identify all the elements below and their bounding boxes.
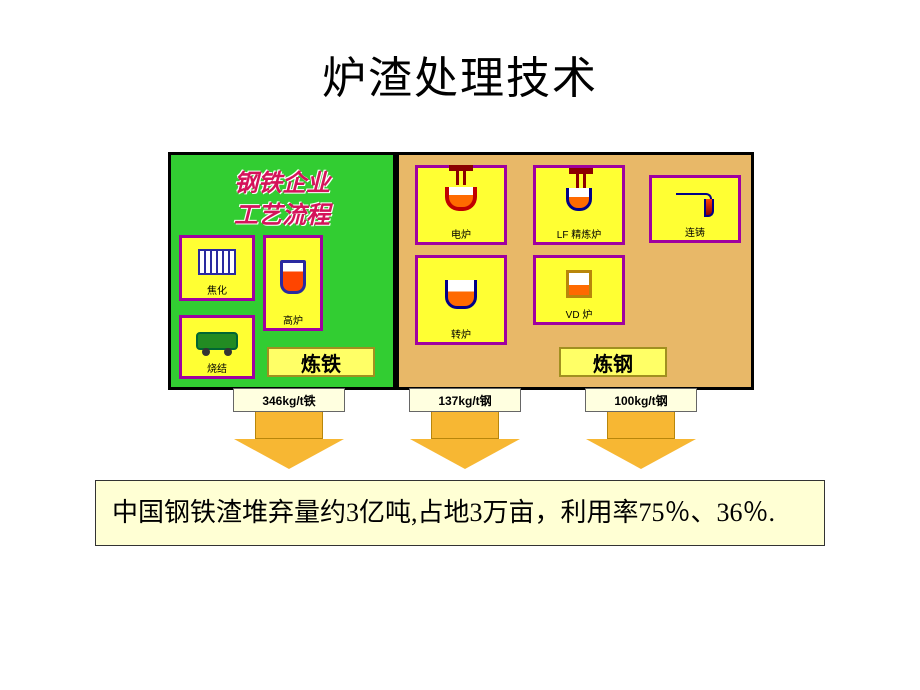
process-caster: 连铸 — [649, 175, 741, 243]
vd-icon — [540, 262, 618, 306]
process-sinter-label: 烧结 — [182, 363, 252, 376]
left-panel-title-1: 钢铁企业 — [171, 163, 393, 198]
arrow-body-icon — [255, 412, 323, 439]
arrow-steel-slag-1: 137kg/t钢 — [396, 388, 534, 469]
arrow-steel-slag-2-label: 100kg/t钢 — [585, 388, 697, 412]
coke-icon — [186, 242, 248, 282]
caster-icon — [656, 182, 734, 224]
arrow-body-icon — [607, 412, 675, 439]
lf-icon — [540, 172, 618, 226]
arrow-iron-slag-label: 346kg/t铁 — [233, 388, 345, 412]
process-blast-furnace: 高炉 — [263, 235, 323, 331]
process-lf: LF 精炼炉 — [533, 165, 625, 245]
sinter-icon — [186, 322, 248, 360]
slide-title: 炉渣处理技术 — [0, 42, 920, 106]
process-eaf: 电炉 — [415, 165, 507, 245]
process-coke: 焦化 — [179, 235, 255, 301]
arrow-head-icon — [234, 439, 344, 469]
arrow-iron-slag: 346kg/t铁 — [220, 388, 358, 469]
process-bof: 转炉 — [415, 255, 507, 345]
process-vd: VD 炉 — [533, 255, 625, 325]
panel-ironmaking: 钢铁企业 工艺流程 焦化 高炉 烧结 炼铁 — [168, 152, 396, 390]
arrow-body-icon — [431, 412, 499, 439]
process-sinter: 烧结 — [179, 315, 255, 379]
arrow-steel-slag-1-label: 137kg/t钢 — [409, 388, 521, 412]
output-arrows: 346kg/t铁 137kg/t钢 100kg/t钢 — [168, 388, 754, 462]
panel-steelmaking: 电炉 LF 精炼炉 连铸 转炉 VD 炉 炼钢 — [396, 152, 754, 390]
section-label-steel: 炼钢 — [559, 347, 667, 377]
summary-text: 中国钢铁渣堆弃量约3亿吨,占地3万亩，利用率75％、36％. — [95, 480, 825, 546]
arrow-head-icon — [586, 439, 696, 469]
process-blast-furnace-label: 高炉 — [266, 315, 320, 328]
slide: 炉渣处理技术 钢铁企业 工艺流程 焦化 高炉 烧结 炼铁 电炉 — [0, 0, 920, 690]
process-lf-label: LF 精炼炉 — [536, 229, 622, 242]
left-panel-title-2: 工艺流程 — [171, 195, 393, 230]
process-caster-label: 连铸 — [652, 227, 738, 240]
eaf-icon — [422, 172, 500, 226]
process-vd-label: VD 炉 — [536, 309, 622, 322]
arrow-steel-slag-2: 100kg/t钢 — [572, 388, 710, 469]
section-label-iron: 炼铁 — [267, 347, 375, 377]
bof-icon — [422, 262, 500, 326]
blast-furnace-icon — [270, 242, 316, 312]
process-eaf-label: 电炉 — [418, 229, 504, 242]
process-diagram: 钢铁企业 工艺流程 焦化 高炉 烧结 炼铁 电炉 — [168, 152, 754, 390]
process-bof-label: 转炉 — [418, 329, 504, 342]
process-coke-label: 焦化 — [182, 285, 252, 298]
arrow-head-icon — [410, 439, 520, 469]
